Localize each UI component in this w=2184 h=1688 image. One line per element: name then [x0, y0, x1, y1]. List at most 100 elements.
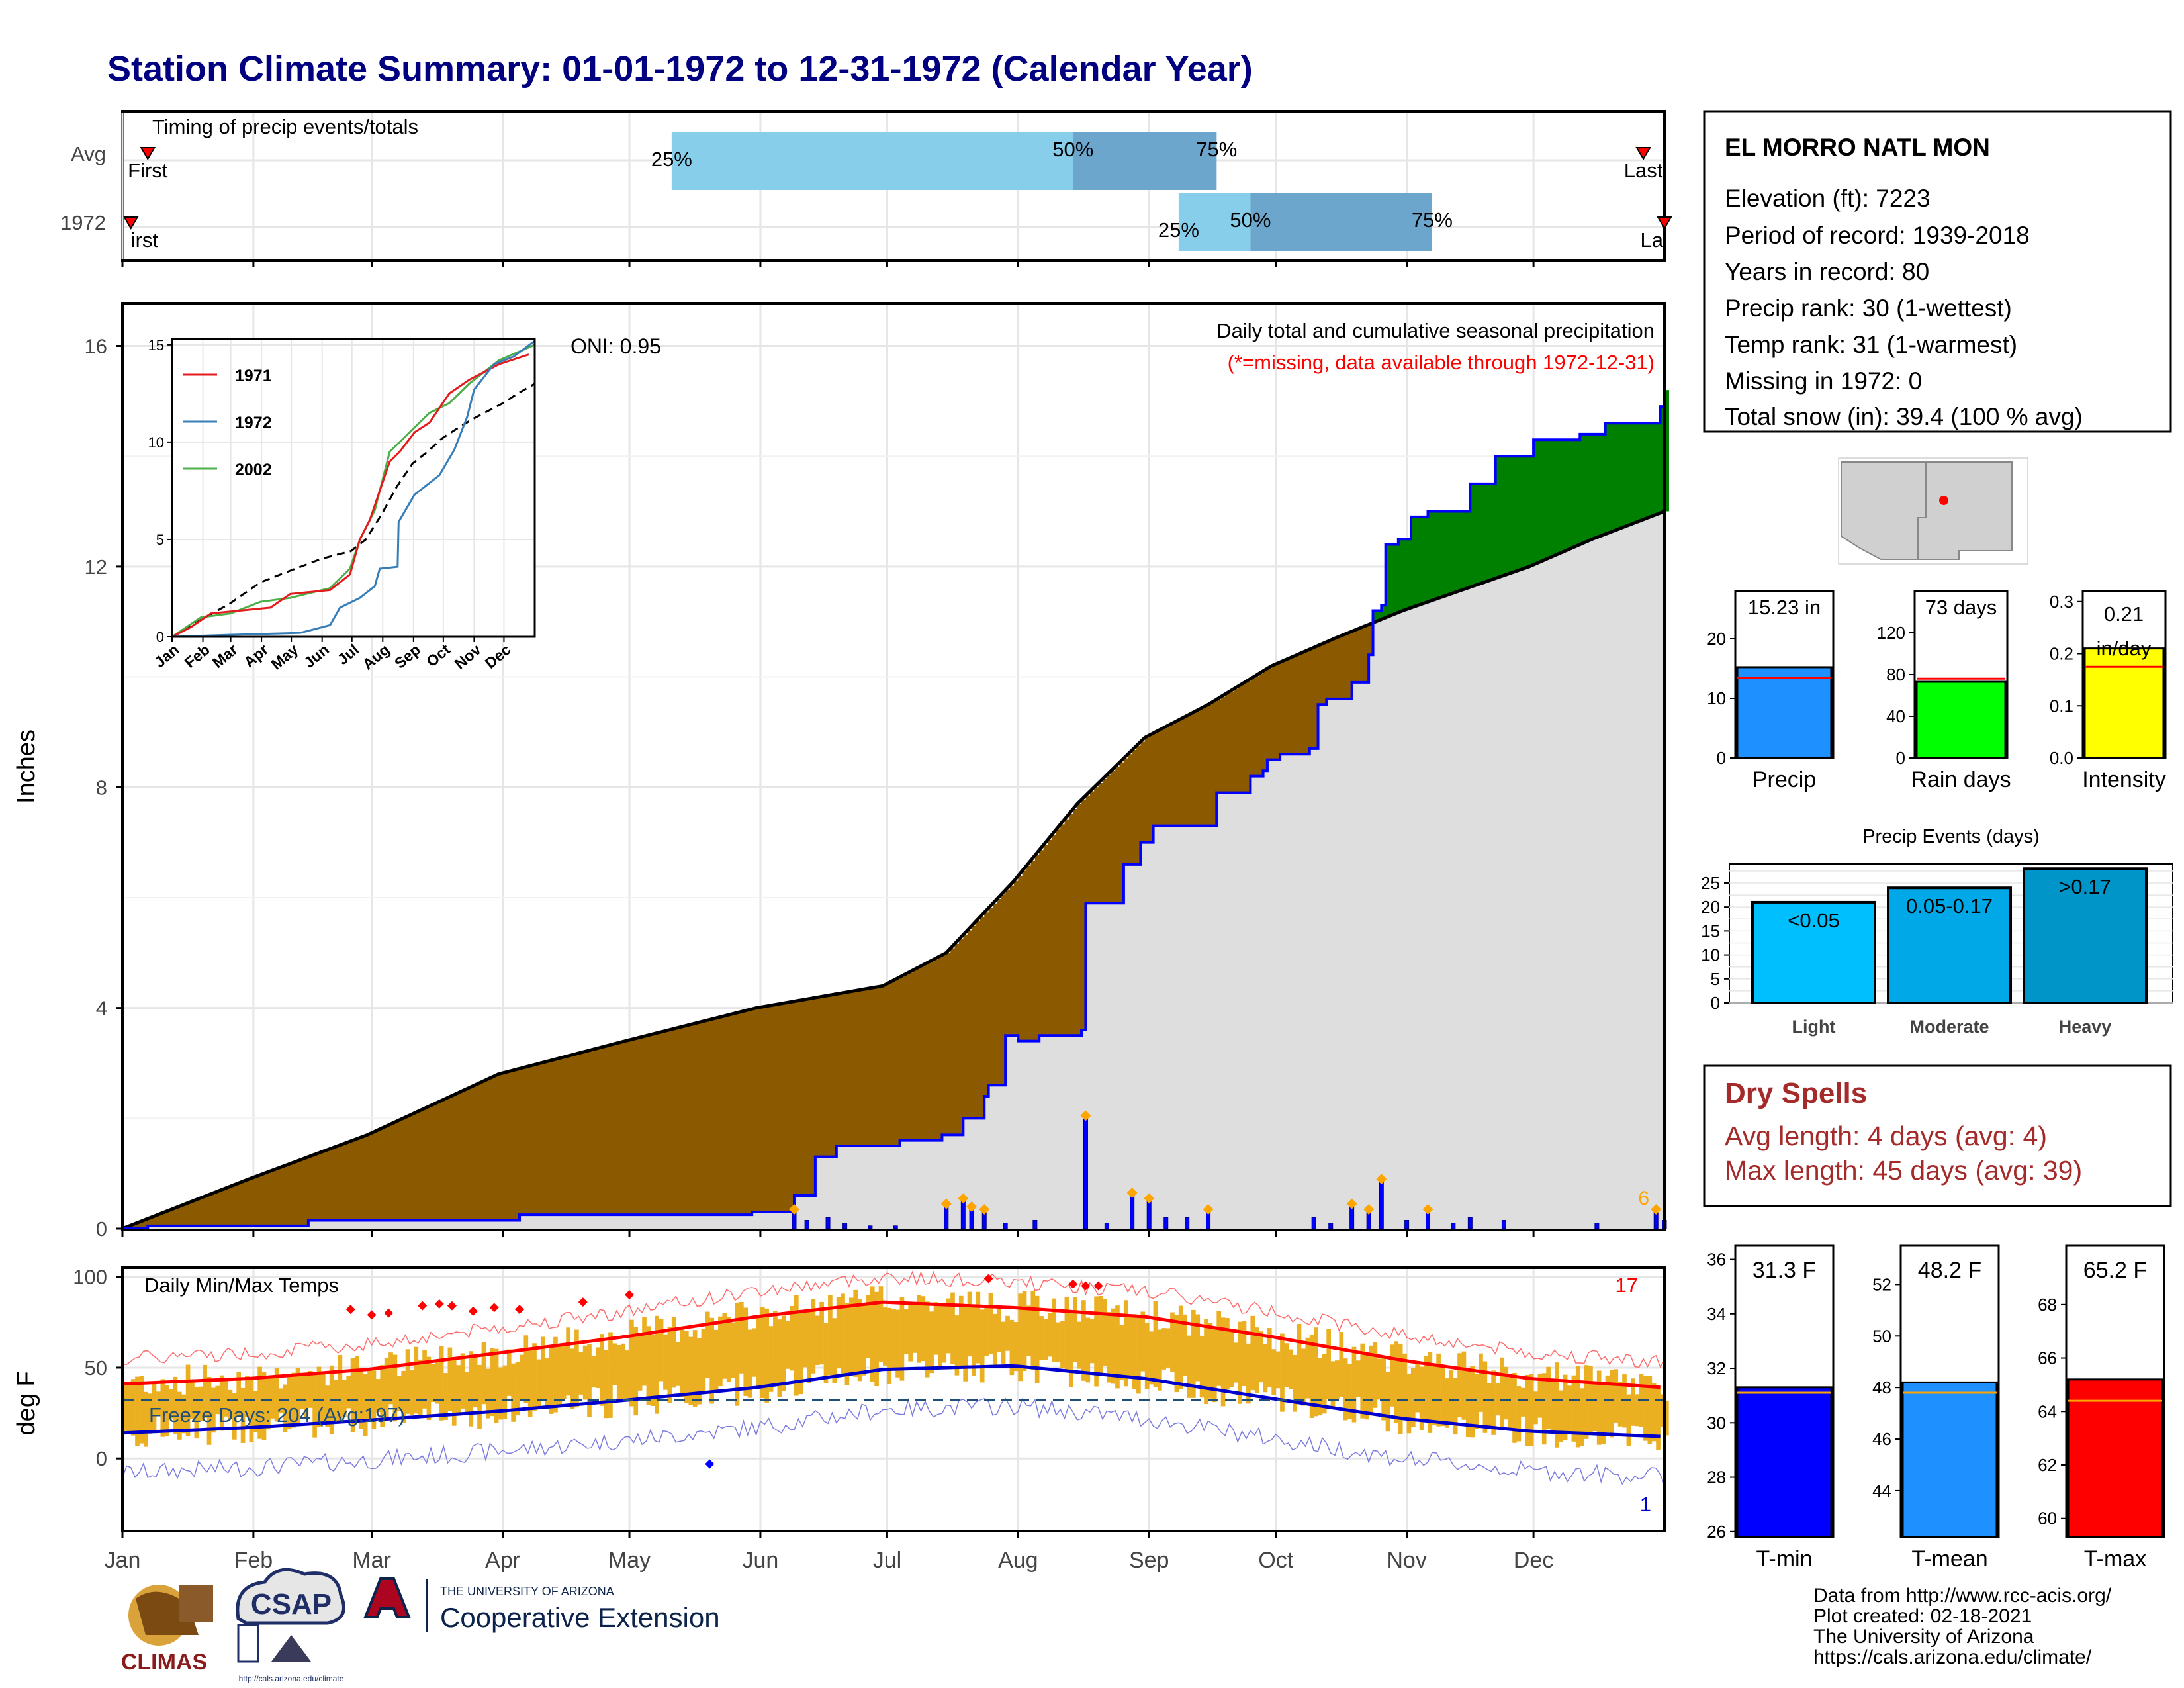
daily-temp-bar: [1580, 1388, 1584, 1446]
daily-temp-bar: [773, 1311, 778, 1385]
daily-temp-bar: [224, 1379, 228, 1417]
daily-temp-bar: [1664, 1401, 1669, 1436]
daily-temp-bar: [1220, 1317, 1226, 1407]
daily-temp-bar: [1208, 1322, 1213, 1399]
station-line: Period of record: 1939-2018: [1725, 222, 2030, 249]
tmean-summary-bar: [1901, 1381, 1998, 1538]
freeze-days-text: Freeze Days: 204 (Avg:197): [149, 1403, 405, 1427]
daily-temp-bar: [574, 1329, 579, 1408]
daily-temp-bar: [1187, 1335, 1192, 1398]
footer-line: Data from http://www.rcc-acis.org/: [1813, 1585, 2112, 1607]
daily-temp-bar: [447, 1347, 453, 1411]
daily-temp-bar: [997, 1306, 1002, 1352]
daily-temp-bar: [1351, 1346, 1357, 1423]
daily-temp-bar: [515, 1362, 520, 1416]
daily-temp-bar: [194, 1387, 199, 1439]
inset-y-label: 10: [148, 434, 164, 451]
daily-temp-bar: [642, 1317, 647, 1386]
daily-temp-bar: [135, 1376, 140, 1446]
daily-temp-bar: [502, 1365, 508, 1419]
precip-y-axis: 0 4 8 12 16: [85, 335, 1535, 1241]
daily-temp-bar: [950, 1292, 955, 1364]
daily-temp-bar: [185, 1364, 191, 1436]
daily-temp-bar: [1339, 1332, 1344, 1397]
tmax-summary-tick-label: 64: [2038, 1401, 2057, 1421]
csap-mountain: [271, 1635, 311, 1662]
events-tick-label: 0: [1711, 993, 1720, 1013]
daily-temp-bar: [1647, 1376, 1653, 1444]
daily-temp-bar: [359, 1368, 364, 1429]
daily-temp-bar: [1500, 1357, 1504, 1430]
heavy-event-marker: [1422, 1203, 1433, 1215]
map-arizona: [1841, 461, 1927, 560]
daily-temp-bar: [1246, 1343, 1251, 1404]
tmean-summary-tick-label: 50: [1872, 1326, 1891, 1346]
x-tick-label: Oct: [1258, 1548, 1293, 1573]
last-marker-1972: [1657, 216, 1672, 230]
daily-temp-bar: [680, 1327, 685, 1397]
events-bar-label: <0.05: [1788, 909, 1839, 932]
raindays-summary-tick-label: 40: [1886, 706, 1905, 726]
daily-temp-bar: [1043, 1319, 1048, 1360]
precip-summary-tick-label: 10: [1707, 688, 1726, 708]
daily-temp-bar: [1453, 1378, 1458, 1435]
raindays-summary-tick-label: 120: [1877, 623, 1905, 643]
daily-temp-bar: [414, 1346, 419, 1414]
tmean-summary-label: T-mean: [1911, 1546, 1987, 1571]
daily-temp-bar: [270, 1376, 275, 1419]
heavy-event-marker: [1144, 1193, 1155, 1204]
y-tick-label: 0: [96, 1447, 107, 1470]
daily-precip-bar: [1083, 1117, 1088, 1229]
y-tick-label: 50: [85, 1356, 107, 1380]
timing-label-q50: 50%: [1230, 209, 1271, 232]
daily-temp-bar: [164, 1385, 169, 1436]
daily-temp-bar: [608, 1332, 613, 1418]
tmean-summary-tick-label: 44: [1872, 1481, 1891, 1501]
daily-temp-bar: [1018, 1293, 1023, 1382]
daily-temp-bar: [1098, 1296, 1103, 1376]
daily-temp-bar: [1626, 1394, 1631, 1446]
daily-temp-bar: [1288, 1349, 1293, 1389]
daily-temp-bar: [435, 1360, 440, 1404]
ua-logo-top: THE UNIVERSITY OF ARIZONA: [440, 1585, 614, 1598]
station-marker: [1939, 496, 1948, 505]
daily-temp-bar: [705, 1311, 710, 1378]
precip-summary-bar: [1736, 666, 1833, 759]
daily-temp-bar: [253, 1391, 258, 1432]
timing-panel: Timing of precip events/totals Avg 1972 …: [60, 110, 1672, 267]
daily-temp-bar: [426, 1356, 432, 1421]
timing-label-q75: 75%: [1412, 209, 1453, 232]
events-bar-label: 0.05-0.17: [1906, 894, 1993, 917]
inset-y-label: 5: [156, 532, 164, 548]
daily-temp-bar: [1432, 1364, 1437, 1425]
map-new-mexico: [1917, 461, 2013, 560]
daily-temp-bar: [713, 1329, 719, 1393]
daily-temp-bar: [828, 1295, 833, 1376]
daily-temp-bar: [566, 1327, 570, 1396]
precip-summary-label: Precip: [1752, 767, 1816, 792]
daily-temp-bar: [206, 1377, 212, 1445]
daily-temp-bar: [1199, 1335, 1205, 1398]
events-tick-label: 5: [1711, 969, 1720, 989]
daily-temp-bar: [786, 1320, 790, 1369]
daily-temp-bar: [190, 1381, 195, 1419]
timing-row-1972: 1972: [60, 211, 106, 234]
daily-temp-bar: [1643, 1376, 1648, 1441]
daily-temp-bar: [316, 1366, 322, 1427]
tmin-summary-tick-label: 30: [1707, 1413, 1726, 1432]
daily-temp-bar: [312, 1374, 317, 1438]
daily-precip-bar: [1163, 1217, 1169, 1229]
csap-url: http://cals.arizona.edu/climate: [239, 1674, 344, 1683]
daily-temp-bar: [663, 1334, 668, 1390]
daily-temp-bar: [1242, 1321, 1247, 1386]
daily-temp-bar: [1508, 1378, 1513, 1429]
record-high-marker: [515, 1305, 525, 1315]
daily-temp-bar: [152, 1383, 157, 1430]
daily-temp-bar: [1617, 1382, 1623, 1427]
daily-temp-bar: [616, 1344, 621, 1399]
daily-temp-bar: [917, 1295, 921, 1363]
record-high-marker: [345, 1305, 355, 1315]
events-bar-heavy: [2023, 867, 2148, 1004]
daily-temp-bar: [1048, 1313, 1052, 1357]
precip-events-title: Precip Events (days): [1862, 826, 2040, 847]
